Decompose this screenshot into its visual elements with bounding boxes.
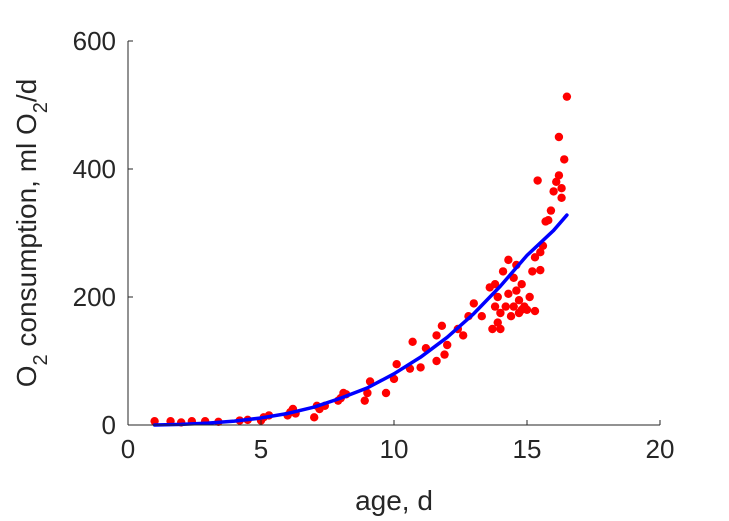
y-tick-label: 400 — [73, 154, 116, 184]
data-point — [557, 184, 566, 193]
data-point — [525, 292, 534, 302]
data-point — [408, 337, 417, 346]
data-point — [512, 286, 521, 295]
fit-curve — [152, 213, 569, 427]
data-point — [549, 187, 558, 196]
x-tick-label: 20 — [646, 434, 675, 464]
data-point — [310, 413, 319, 422]
data-point — [554, 171, 564, 180]
data-point — [533, 176, 542, 185]
x-tick-label: 5 — [254, 434, 268, 464]
data-point — [546, 206, 556, 215]
data-point — [522, 305, 532, 314]
data-point — [560, 155, 569, 164]
data-point — [443, 340, 452, 350]
data-point — [477, 312, 486, 321]
x-tick-label: 10 — [380, 434, 409, 464]
data-point — [498, 267, 508, 276]
data-point — [469, 299, 478, 308]
data-point — [557, 193, 566, 202]
data-point — [504, 255, 513, 265]
x-tick-label: 15 — [513, 434, 542, 464]
data-point — [517, 280, 526, 289]
data-point — [501, 302, 510, 311]
series-layer — [150, 92, 572, 427]
data-point — [506, 312, 516, 321]
data-point — [509, 302, 518, 311]
data-point — [496, 324, 505, 334]
data-point — [360, 396, 369, 405]
data-point — [493, 318, 502, 327]
data-point — [416, 363, 425, 372]
data-point — [432, 331, 441, 340]
y-tick-label: 600 — [73, 26, 116, 56]
data-point — [437, 321, 447, 330]
data-point — [554, 132, 564, 142]
x-tick-label: 0 — [121, 434, 135, 464]
data-point — [381, 388, 391, 398]
data-point — [562, 92, 572, 101]
y-tick-label: 200 — [73, 282, 116, 312]
data-point — [488, 324, 497, 334]
data-point — [363, 388, 372, 398]
data-point — [392, 360, 401, 369]
data-point — [458, 331, 468, 340]
x-axis-label: age, d — [355, 485, 433, 516]
data-point — [496, 308, 505, 318]
data-point — [440, 350, 449, 359]
y-axis-label: O2 consumption, ml O2/d — [11, 79, 52, 388]
data-point — [504, 289, 513, 298]
data-point — [536, 265, 545, 275]
data-point — [432, 356, 441, 366]
data-point — [490, 302, 500, 311]
data-point — [490, 280, 500, 289]
data-point — [493, 292, 502, 302]
data-point — [530, 306, 540, 316]
data-point — [514, 296, 524, 305]
data-point — [530, 253, 540, 262]
y-tick-label: 0 — [102, 410, 116, 440]
data-point — [552, 177, 561, 186]
data-point — [544, 216, 553, 225]
data-point — [528, 267, 537, 276]
data-point — [536, 248, 545, 257]
